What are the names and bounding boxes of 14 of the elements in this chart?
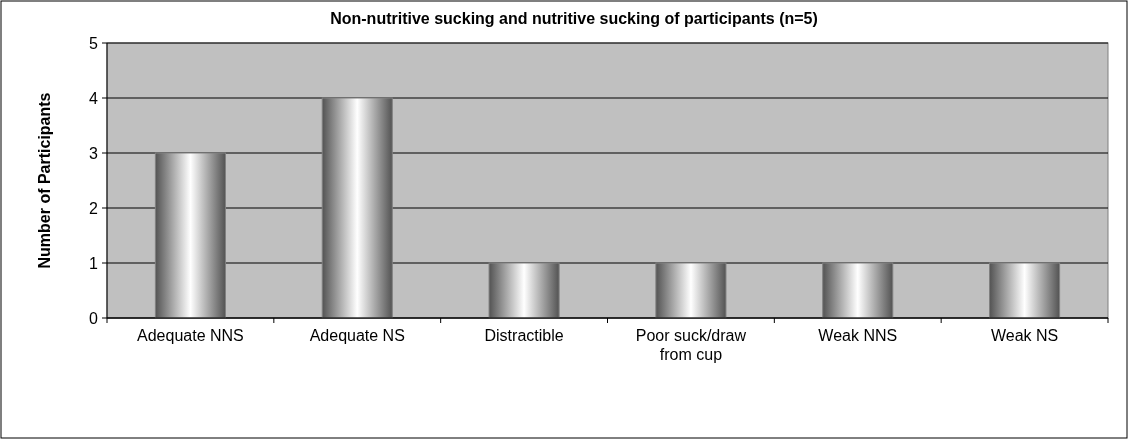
chart-title: Non-nutritive sucking and nutritive sucking of participants (n=5) [330,10,818,27]
y-axis-title: Number of Participants [36,92,53,269]
x-tick-label: Distractible [484,327,564,344]
x-tick-label: Poor suck/draw from cup [635,327,747,363]
y-tick-label: 1 [89,254,99,272]
x-tick-label: Weak NS [990,327,1059,344]
y-tick-label: 4 [89,89,99,107]
x-tick-label: Adequate NS [309,327,405,344]
y-tick-label: 5 [89,34,99,52]
y-tick-label: 3 [89,144,99,162]
x-tick-label: Adequate NNS [137,327,244,344]
y-tick-label: 0 [89,309,99,327]
y-tick-label: 2 [89,199,99,217]
x-tick-label: Weak NNS [818,327,898,344]
